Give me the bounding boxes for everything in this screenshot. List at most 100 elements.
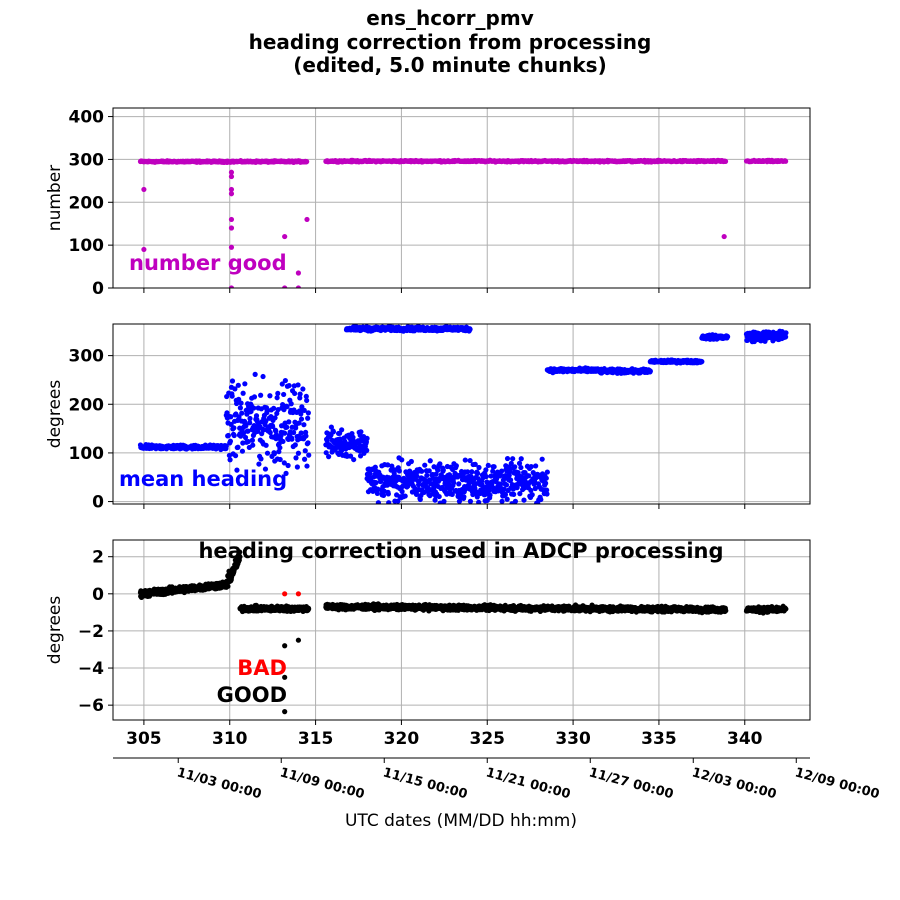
- number-outlier: [228, 216, 235, 223]
- number-outlier: [295, 285, 302, 288]
- heading-point: [293, 455, 299, 461]
- number-outlier: [295, 270, 302, 276]
- number-outlier: [228, 191, 235, 197]
- heading-point: [292, 442, 298, 448]
- heading-point: [294, 464, 300, 470]
- heading-point: [543, 475, 549, 481]
- y-tick-label: 400: [69, 108, 105, 128]
- heading-point: [305, 415, 311, 421]
- heading-point: [483, 467, 489, 473]
- heading-point: [275, 390, 281, 397]
- heading-point: [301, 456, 308, 462]
- heading-point: [242, 434, 249, 441]
- heading-point: [469, 469, 475, 475]
- heading-point: [493, 476, 500, 482]
- heading-point: [396, 468, 402, 474]
- heading-point: [476, 464, 482, 471]
- number-outlier: [282, 233, 288, 240]
- heading-point: [508, 460, 514, 467]
- heading-point: [274, 395, 280, 401]
- y-tick-label: 300: [69, 150, 105, 170]
- heading-point: [724, 334, 731, 340]
- heading-point: [242, 381, 248, 387]
- number-point: [783, 158, 789, 164]
- heading-point: [543, 480, 549, 486]
- heading-point: [544, 469, 550, 475]
- heading-frame: [112, 323, 811, 505]
- heading-point: [271, 405, 277, 411]
- heading-point: [288, 401, 294, 407]
- heading-point: [292, 390, 298, 397]
- number-outlier: [228, 225, 235, 231]
- heading-point: [518, 456, 524, 462]
- heading-points: [137, 324, 789, 504]
- heading-point: [474, 494, 480, 500]
- heading-point: [250, 442, 256, 448]
- number-point: [722, 158, 729, 164]
- heading-point: [281, 460, 287, 466]
- heading-point: [413, 491, 420, 498]
- heading-point: [467, 498, 474, 504]
- heading-point: [279, 381, 285, 387]
- number-outlier: [282, 285, 288, 288]
- heading-point: [511, 491, 517, 497]
- heading-point: [276, 441, 282, 447]
- heading-point: [236, 396, 242, 402]
- heading-point: [296, 420, 302, 426]
- heading-point: [488, 473, 494, 479]
- heading-point: [274, 410, 280, 417]
- heading-point: [518, 464, 524, 471]
- heading-point: [491, 464, 497, 470]
- heading-point: [424, 472, 430, 479]
- heading-point: [281, 391, 287, 398]
- good-point: [237, 549, 243, 555]
- heading-point: [303, 393, 309, 400]
- heading-point: [533, 463, 539, 469]
- heading-point: [235, 444, 241, 450]
- heading-point: [385, 491, 391, 497]
- heading-point: [273, 428, 279, 434]
- heading-point: [364, 447, 370, 454]
- heading-point: [260, 373, 266, 380]
- heading-point: [300, 386, 306, 392]
- heading-point: [435, 467, 441, 473]
- heading-point: [282, 430, 288, 436]
- number-ylabel: number: [45, 165, 65, 231]
- number-point: [304, 159, 310, 165]
- heading-point: [264, 450, 271, 456]
- heading-point: [475, 470, 481, 477]
- heading-point: [227, 438, 234, 444]
- heading-point: [264, 408, 270, 414]
- number-outlier: [721, 233, 727, 240]
- heading-point: [267, 393, 273, 399]
- heading-point: [282, 377, 288, 384]
- heading-point: [271, 451, 277, 457]
- heading-point: [256, 461, 262, 467]
- heading-point: [304, 397, 310, 404]
- heading-point: [284, 424, 290, 430]
- heading-point: [286, 419, 292, 425]
- heading-point: [285, 462, 291, 469]
- heading-point: [373, 480, 379, 486]
- heading-point: [291, 429, 297, 436]
- y-tick-label: 100: [69, 444, 105, 464]
- heading-point: [289, 436, 295, 442]
- heading-point: [647, 368, 653, 374]
- heading-point: [240, 390, 246, 396]
- good-point: [237, 554, 243, 560]
- heading-point: [408, 458, 414, 465]
- heading-point: [449, 491, 455, 498]
- heading-point: [295, 382, 301, 388]
- heading-point: [487, 492, 493, 498]
- heading-point: [277, 456, 283, 463]
- heading-point: [432, 497, 438, 503]
- heading-point: [499, 498, 505, 504]
- title-line-1: ens_hcorr_pmv: [366, 6, 533, 30]
- heading-point: [504, 455, 511, 462]
- title-line-2: heading correction from processing: [249, 30, 652, 54]
- heading-point: [306, 452, 312, 458]
- number-outlier: [228, 169, 235, 175]
- heading-point: [235, 382, 241, 388]
- heading-point: [510, 456, 516, 462]
